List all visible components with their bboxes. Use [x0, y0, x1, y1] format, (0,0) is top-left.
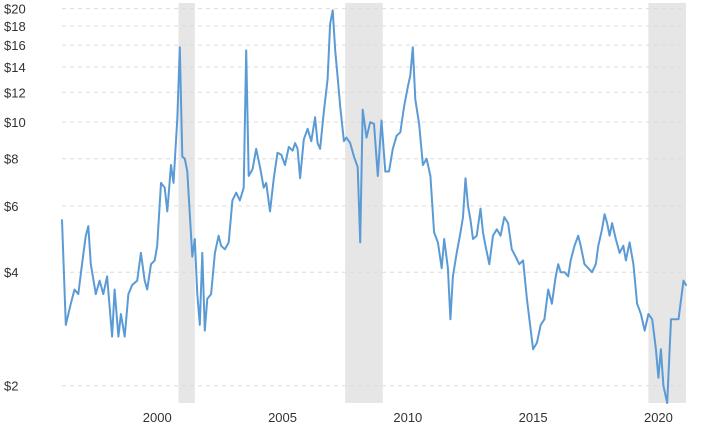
recession-band-1 [178, 3, 195, 403]
y-tick-label: $12 [4, 85, 26, 100]
y-tick-label: $6 [4, 199, 18, 214]
x-tick-label: 2015 [519, 410, 548, 425]
y-axis-labels: $2 $4 $6 $8 $10 $12 $14 $16 $18 $20 [4, 2, 26, 394]
y-tick-label: $2 [4, 379, 18, 394]
y-tick-label: $4 [4, 265, 18, 280]
x-tick-label: 2020 [644, 410, 673, 425]
y-tick-label: $10 [4, 115, 26, 130]
y-tick-label: $14 [4, 60, 26, 75]
x-tick-label: 2000 [143, 410, 172, 425]
x-tick-label: 2005 [268, 410, 297, 425]
y-tick-label: $18 [4, 19, 26, 34]
y-tick-label: $20 [4, 2, 26, 17]
y-tick-label: $8 [4, 152, 18, 167]
x-axis-labels: 2000 2005 2010 2015 2020 [143, 410, 673, 425]
x-tick-label: 2010 [393, 410, 422, 425]
recession-band-2 [345, 3, 383, 403]
series-line-1 [61, 9, 687, 404]
y-tick-label: $16 [4, 38, 26, 53]
series-layer [61, 9, 687, 404]
recession-band-3 [648, 3, 686, 403]
